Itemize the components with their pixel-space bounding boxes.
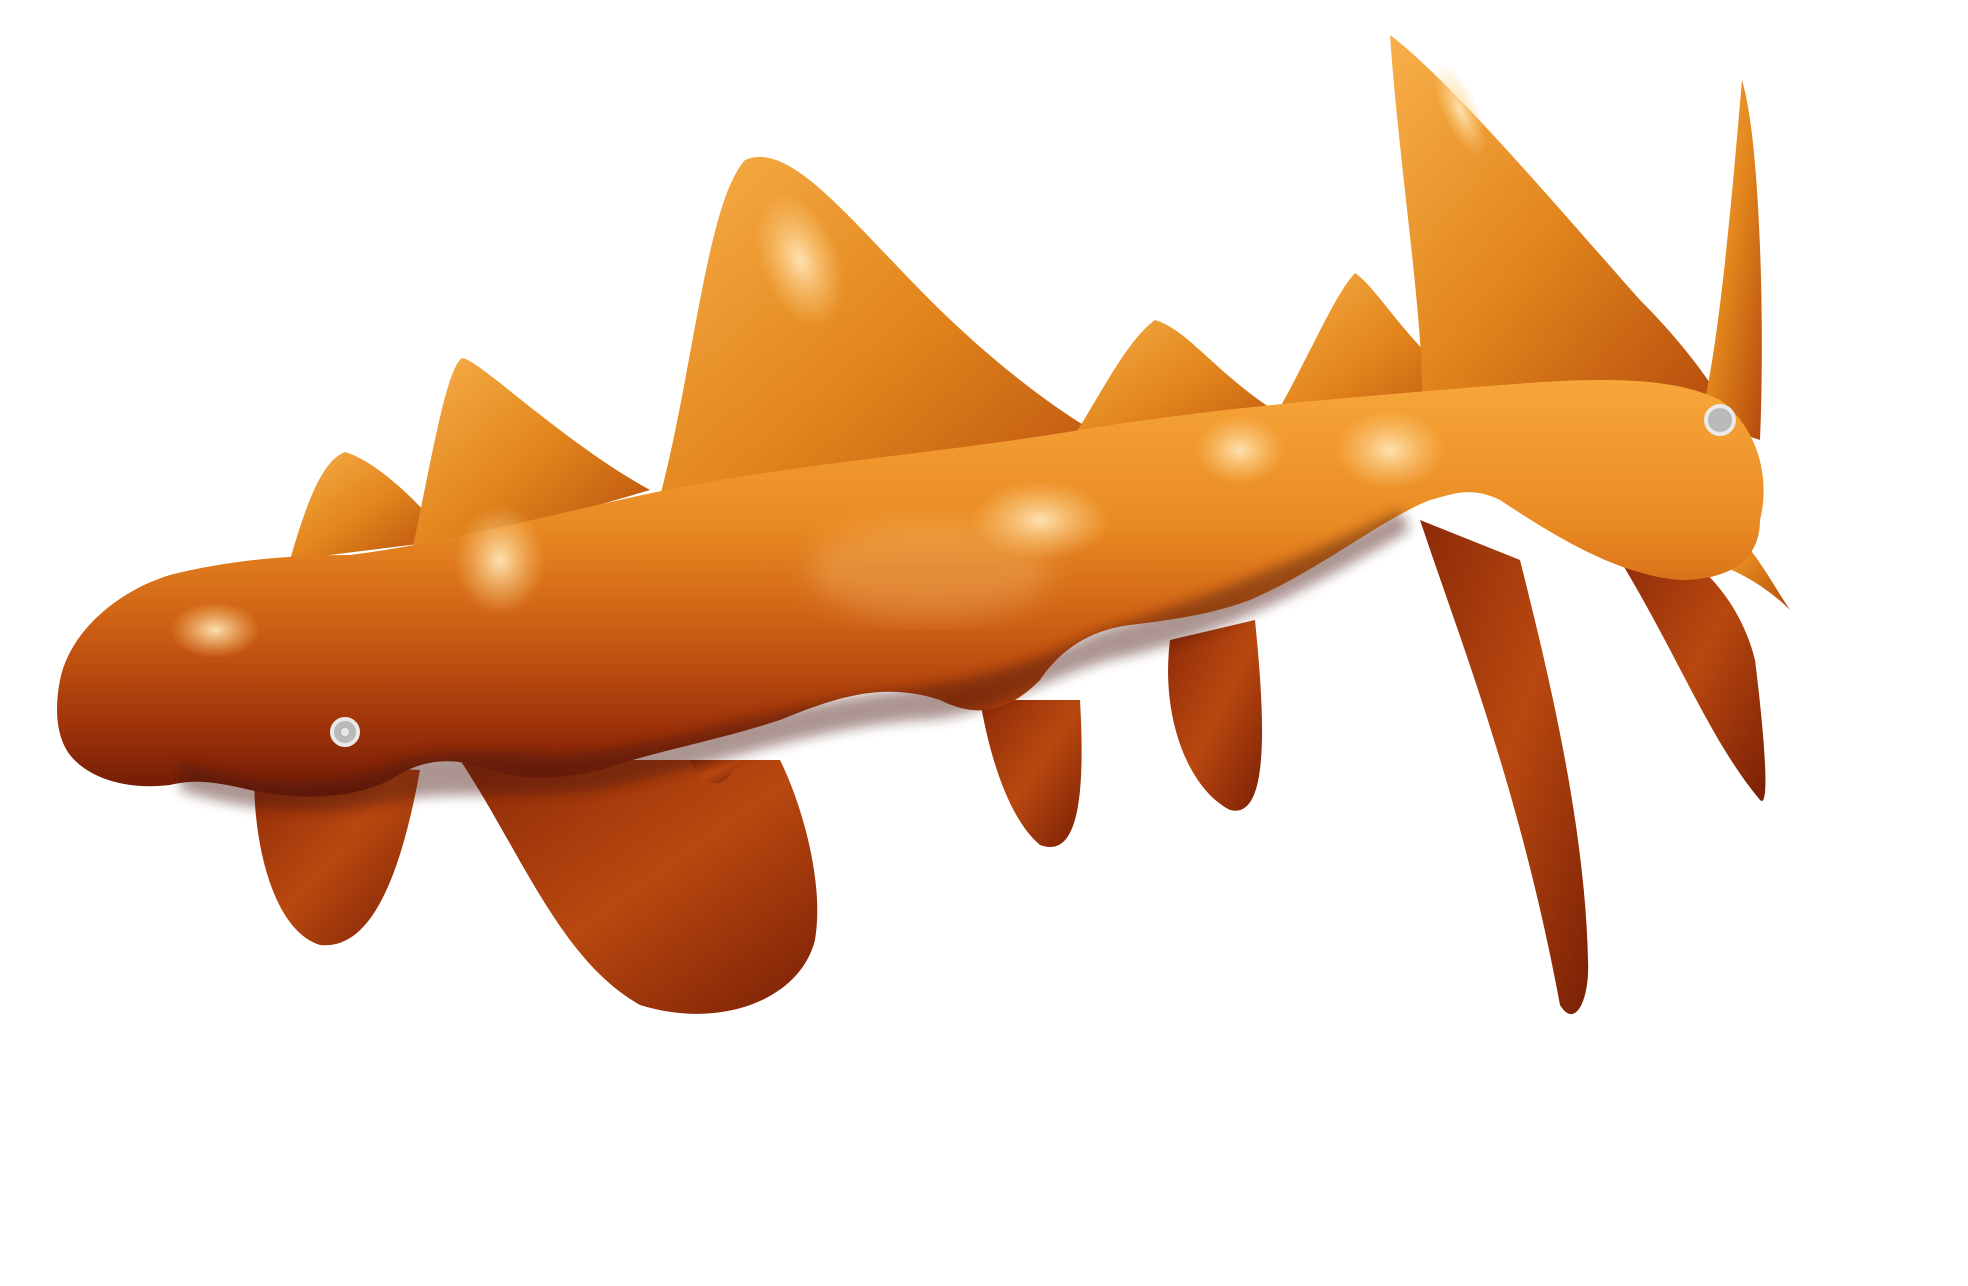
shape-legs	[254, 520, 1766, 1015]
shape-highlights	[170, 64, 1487, 658]
spike-2	[410, 358, 650, 560]
leg-6	[1420, 520, 1589, 1015]
spike-7	[1700, 80, 1762, 440]
leg-5	[1168, 620, 1263, 811]
leg-3	[690, 760, 740, 784]
leg-4	[980, 700, 1082, 848]
control-point-icon[interactable]	[330, 717, 360, 747]
handle-right	[1704, 404, 1736, 436]
control-point-icon[interactable]	[1704, 404, 1736, 436]
leg-7	[1620, 540, 1766, 801]
spike-1	[290, 452, 450, 560]
leg-2	[460, 760, 818, 1014]
